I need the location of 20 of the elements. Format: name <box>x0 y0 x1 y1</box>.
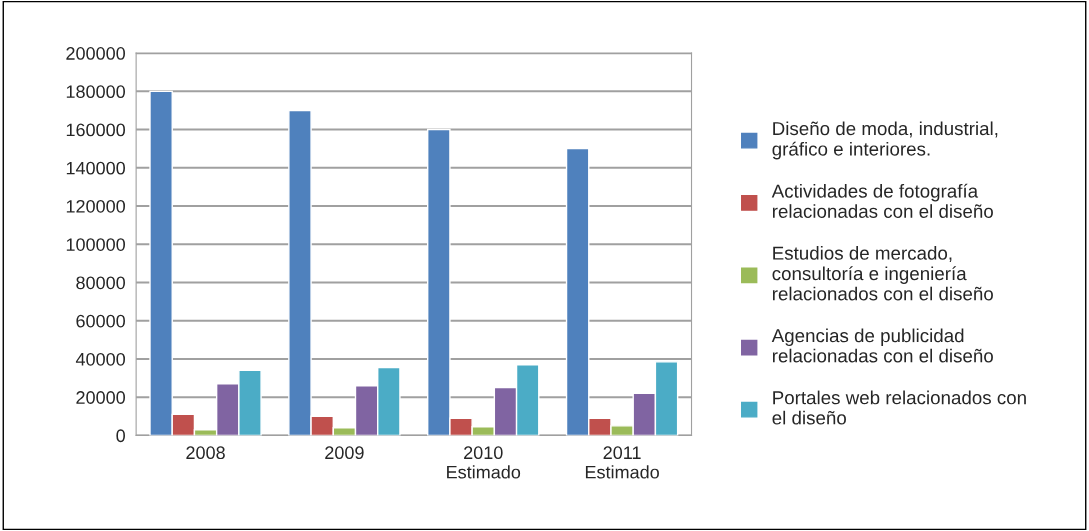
y-tick-label: 120000 <box>66 199 126 213</box>
legend-label: Agencias de publicidad relacionadas con el diseño <box>771 328 993 363</box>
x-tick-label: 2009 <box>325 446 364 460</box>
legend-label: Actividades de fotografía relacionadas con el diseño <box>771 183 993 218</box>
y-tick-label: 20000 <box>76 391 126 404</box>
y-tick-label: 80000 <box>76 276 126 290</box>
y-tick-label: 200000 <box>66 47 126 60</box>
x-tick-label: 2011 Estimado <box>585 446 659 479</box>
y-tick-label: 100000 <box>66 238 126 251</box>
y-tick-label: 160000 <box>66 123 126 137</box>
y-tick-label: 40000 <box>75 352 126 366</box>
legend-label: Estudios de mercado, consultoría e ingeniería relacionados con el diseño <box>772 246 993 301</box>
legend-label: Portales web relacionados con el diseño <box>772 390 1026 425</box>
y-tick-label: 180000 <box>66 85 126 99</box>
legend-label: Diseño de moda, industrial, gráfico e interiores. <box>772 121 998 160</box>
y-tick-label: 140000 <box>66 161 126 175</box>
x-tick-label: 2010 Estimado <box>447 446 521 479</box>
y-tick-label: 0 <box>116 429 125 443</box>
y-tick-label: 60000 <box>76 314 126 328</box>
x-tick-label: 2008 <box>186 446 225 460</box>
